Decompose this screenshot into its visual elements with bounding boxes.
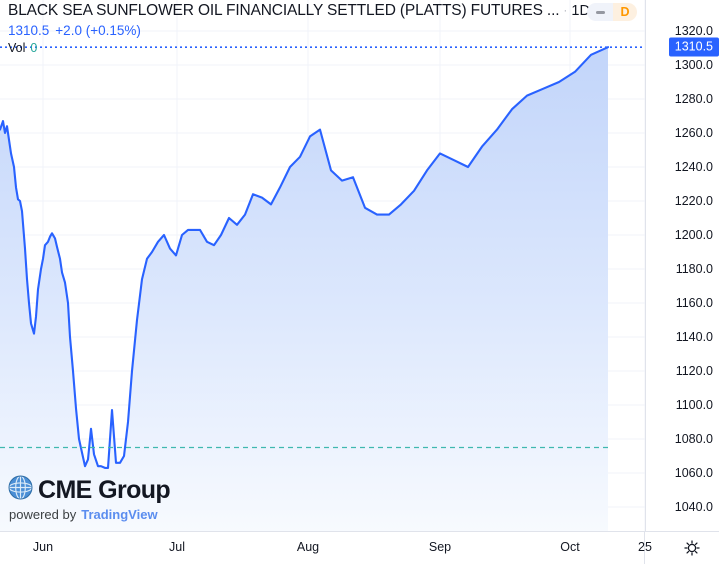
price-area-fill (0, 47, 608, 531)
price-axis[interactable]: 1320.0 1300.0 1280.0 1260.0 1240.0 1220.0 1200… (645, 0, 719, 531)
quote-row: 1310.5 +2.0 (+0.15%) (8, 23, 141, 38)
market-closed-dash-icon[interactable] (587, 3, 613, 21)
time-axis[interactable]: Jun Jul Aug Sep Oct 25 (0, 531, 719, 564)
cme-globe-icon (8, 475, 33, 505)
time-tick-label: Aug (296, 540, 320, 554)
price-tick-label: 1180.0 (675, 262, 713, 276)
time-tick-label: 25 (638, 540, 652, 554)
branding: CME Group powered by TradingView (8, 475, 171, 522)
price-tick-label: 1240.0 (674, 160, 713, 174)
header-badges: D (587, 3, 637, 21)
price-change: +2.0 (+0.15%) (55, 23, 141, 38)
powered-by-label: powered by (9, 507, 77, 522)
axis-divider (644, 532, 645, 564)
price-area-chart (0, 0, 645, 531)
time-tick-label: Sep (428, 540, 452, 554)
price-tick-label: 1220.0 (674, 194, 713, 208)
price-tick-label: 1280.0 (674, 92, 713, 106)
volume-label: Vol (8, 41, 26, 55)
price-tick-label: 1200.0 (674, 228, 713, 242)
time-tick-label: Jun (32, 540, 54, 554)
price-tick-label: 1120.0 (675, 364, 713, 378)
price-tick-label: 1100.0 (675, 398, 713, 412)
chart-plot-area[interactable] (0, 0, 645, 531)
current-price-tag: 1310.5 (668, 37, 719, 57)
price-tick-label: 1060.0 (674, 466, 713, 480)
dash-glyph (595, 10, 605, 14)
price-tick-label: 1260.0 (674, 126, 713, 140)
time-tick-label: Jul (169, 540, 185, 554)
price-line (0, 46, 610, 469)
cme-group-name: CME Group (38, 475, 171, 504)
price-tick-label: 1040.0 (674, 500, 713, 514)
cme-logo-row: CME Group (8, 475, 171, 505)
symbol-title-row[interactable]: BLACK SEA SUNFLOWER OIL FINANCIALLY SETT… (8, 2, 634, 20)
chart-legend-header: BLACK SEA SUNFLOWER OIL FINANCIALLY SETT… (0, 0, 645, 56)
powered-by-row: powered by TradingView (8, 507, 170, 522)
time-tick-label: Oct (560, 540, 580, 554)
price-tick-label: 1320.0 (674, 24, 713, 38)
price-tick-label: 1080.0 (674, 432, 713, 446)
last-price: 1310.5 (8, 23, 50, 38)
volume-value: 0 (30, 41, 38, 55)
price-tick-label: 1140.0 (675, 330, 713, 344)
tradingview-link[interactable]: TradingView (81, 507, 158, 522)
price-tick-label: 1160.0 (675, 296, 713, 310)
interval-badge[interactable]: D (613, 3, 637, 21)
volume-row: Vol 0 (8, 41, 37, 55)
symbol-title[interactable]: BLACK SEA SUNFLOWER OIL FINANCIALLY SETT… (8, 2, 560, 19)
title-separator-1: · (563, 3, 568, 17)
gear-icon[interactable] (683, 539, 701, 557)
interval-label[interactable]: 1D (571, 3, 590, 19)
price-tick-label: 1300.0 (674, 58, 713, 72)
